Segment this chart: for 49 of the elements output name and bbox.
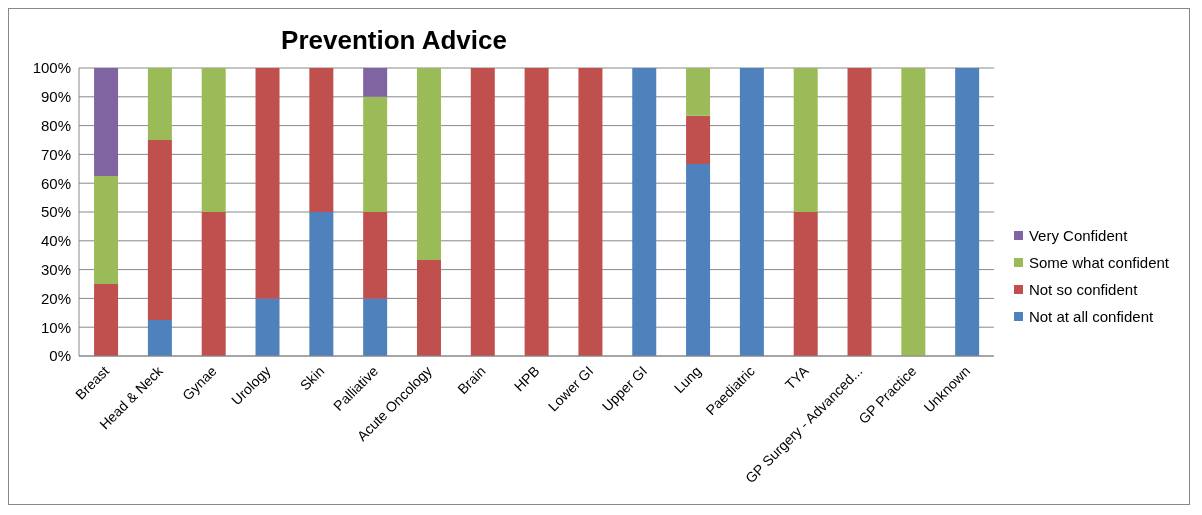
bar <box>686 115 711 164</box>
bar <box>793 212 818 356</box>
bar <box>147 68 172 140</box>
legend-label: Very Confident <box>1028 227 1128 244</box>
legend-label: Some what confident <box>1028 254 1169 271</box>
y-tick-label: 70% <box>40 145 71 163</box>
x-tick-label: TYA <box>781 362 813 393</box>
y-tick-label: 100% <box>32 59 71 77</box>
bar <box>578 68 603 356</box>
y-tick-label: 40% <box>40 232 71 250</box>
bar <box>255 68 280 299</box>
y-tick-label: 0% <box>49 347 71 365</box>
bar <box>470 68 495 356</box>
legend-label: Not at all confident <box>1028 308 1154 325</box>
bar <box>309 68 334 212</box>
y-tick-label: 60% <box>40 174 71 192</box>
bar <box>309 212 334 356</box>
bar <box>793 68 818 212</box>
bar <box>94 284 119 356</box>
bar <box>416 260 441 356</box>
bar <box>632 68 657 356</box>
y-tick-label: 10% <box>40 318 71 336</box>
chart-title: Prevention Advice <box>280 25 508 56</box>
y-tick-label: 90% <box>40 88 71 106</box>
y-tick-label: 80% <box>40 116 71 134</box>
bar <box>363 298 388 356</box>
y-tick-label: 50% <box>40 203 71 221</box>
bar <box>363 212 388 299</box>
bar <box>686 68 711 116</box>
bar <box>201 68 226 212</box>
bar <box>201 212 226 356</box>
bar <box>255 298 280 356</box>
bar <box>147 140 172 320</box>
y-tick-label: 20% <box>40 289 71 307</box>
x-tick-label: Skin <box>296 362 328 394</box>
bar <box>847 68 872 356</box>
y-tick-label: 30% <box>40 260 71 278</box>
bar <box>94 176 119 284</box>
bar <box>901 68 926 356</box>
bar <box>363 96 388 212</box>
bar <box>363 68 388 97</box>
bar <box>94 68 119 176</box>
legend-label: Not so confident <box>1028 281 1138 298</box>
bar <box>686 163 711 356</box>
bar <box>524 68 549 356</box>
bar <box>147 320 172 356</box>
bar <box>955 68 980 356</box>
bar <box>739 68 764 356</box>
bar <box>416 68 441 261</box>
